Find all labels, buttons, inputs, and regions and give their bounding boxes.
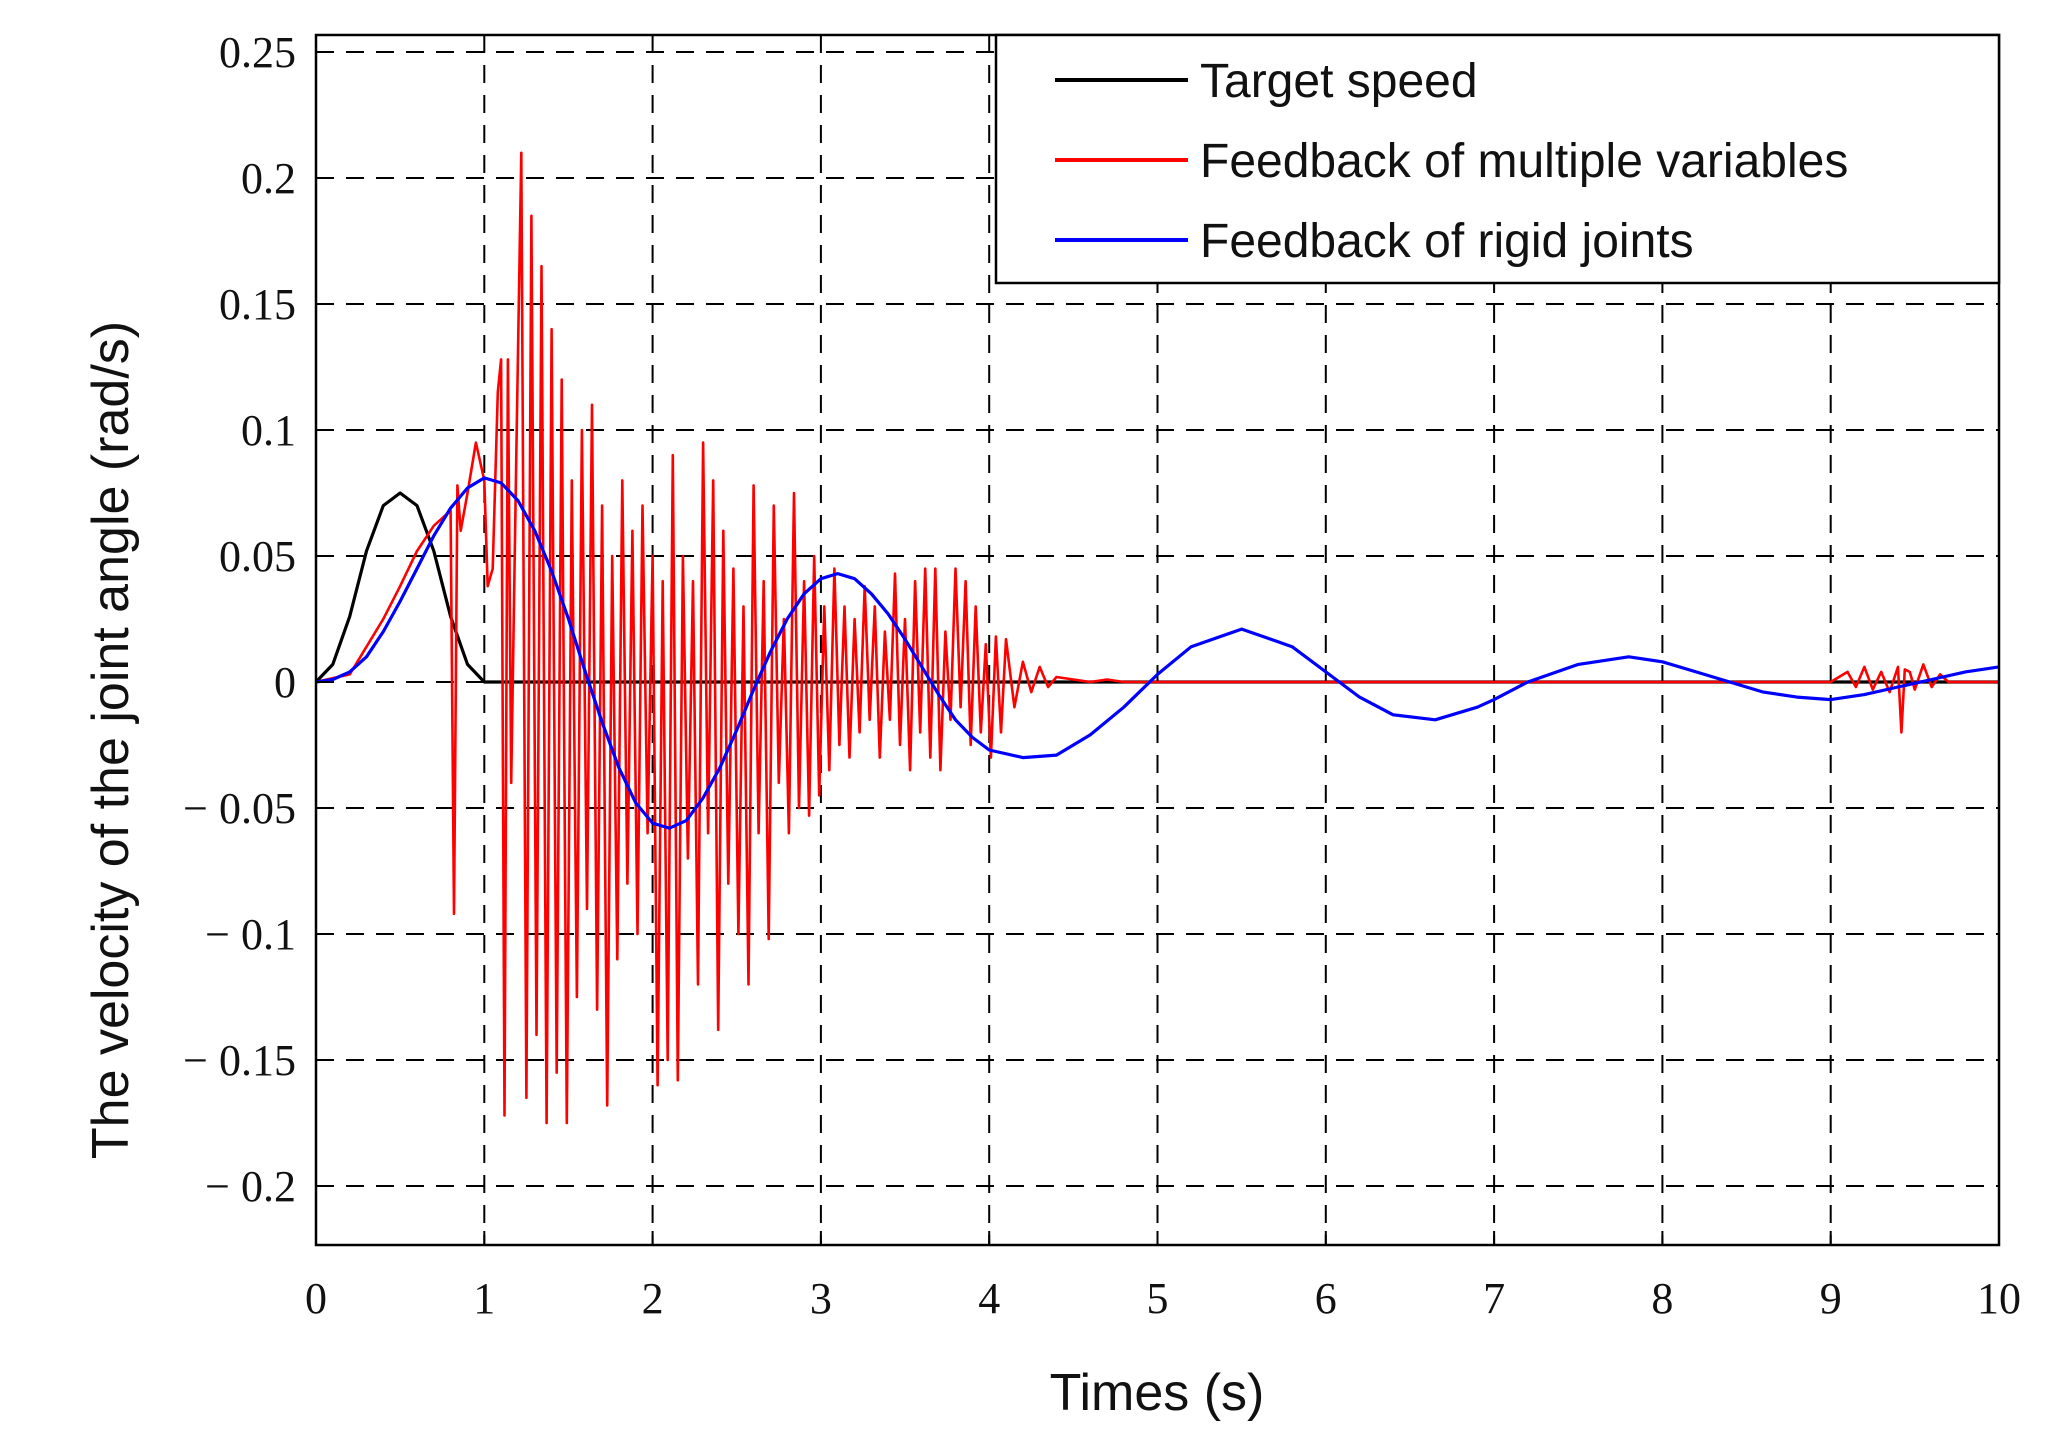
y-tick-label: 0.25 <box>219 28 296 77</box>
x-tick-label: 3 <box>810 1274 832 1323</box>
x-axis-title: Times (s) <box>1050 1364 1265 1422</box>
y-tick-label: 0 <box>274 658 296 707</box>
axis-ticks: 0 1 2 3 4 5 6 7 8 9 10 0.25 0.2 0.15 0.1 0.05 0 − 0.05 − 0… <box>183 28 2021 1323</box>
x-tick-label: 6 <box>1315 1274 1337 1323</box>
legend-label-rigid-joints: Feedback of rigid joints <box>1200 215 1694 268</box>
y-tick-label: − 0.15 <box>183 1036 296 1085</box>
x-tick-label: 4 <box>978 1274 1000 1323</box>
y-tick-label: − 0.2 <box>205 1162 296 1211</box>
x-tick-label: 0 <box>305 1274 327 1323</box>
series-line-target-speed <box>316 491 1999 684</box>
grid-lines <box>316 35 1999 1245</box>
legend-label-multiple-variables: Feedback of multiple variables <box>1200 135 1848 188</box>
series-line-multiple-variables <box>316 151 1999 1125</box>
x-tick-label: 9 <box>1820 1274 1842 1323</box>
y-tick-label: 0.15 <box>219 280 296 329</box>
y-axis-title: The velocity of the joint angle (rad/s) <box>82 321 140 1159</box>
x-tick-label: 5 <box>1147 1274 1169 1323</box>
y-tick-label: 0.05 <box>219 532 296 581</box>
x-tick-label: 8 <box>1651 1274 1673 1323</box>
legend-label-target-speed: Target speed <box>1200 55 1478 108</box>
y-tick-label: 0.1 <box>241 406 296 455</box>
y-tick-label: 0.2 <box>241 154 296 203</box>
legend: Target speed Feedback of multiple variab… <box>994 33 2001 285</box>
x-tick-label: 10 <box>1977 1274 2021 1323</box>
y-tick-label: − 0.05 <box>183 784 296 833</box>
y-tick-label: − 0.1 <box>205 910 296 959</box>
series-line-rigid-joints <box>316 476 1999 830</box>
x-tick-label: 1 <box>473 1274 495 1323</box>
x-tick-label: 2 <box>642 1274 664 1323</box>
x-tick-label: 7 <box>1483 1274 1505 1323</box>
plot-series <box>316 151 1999 1125</box>
